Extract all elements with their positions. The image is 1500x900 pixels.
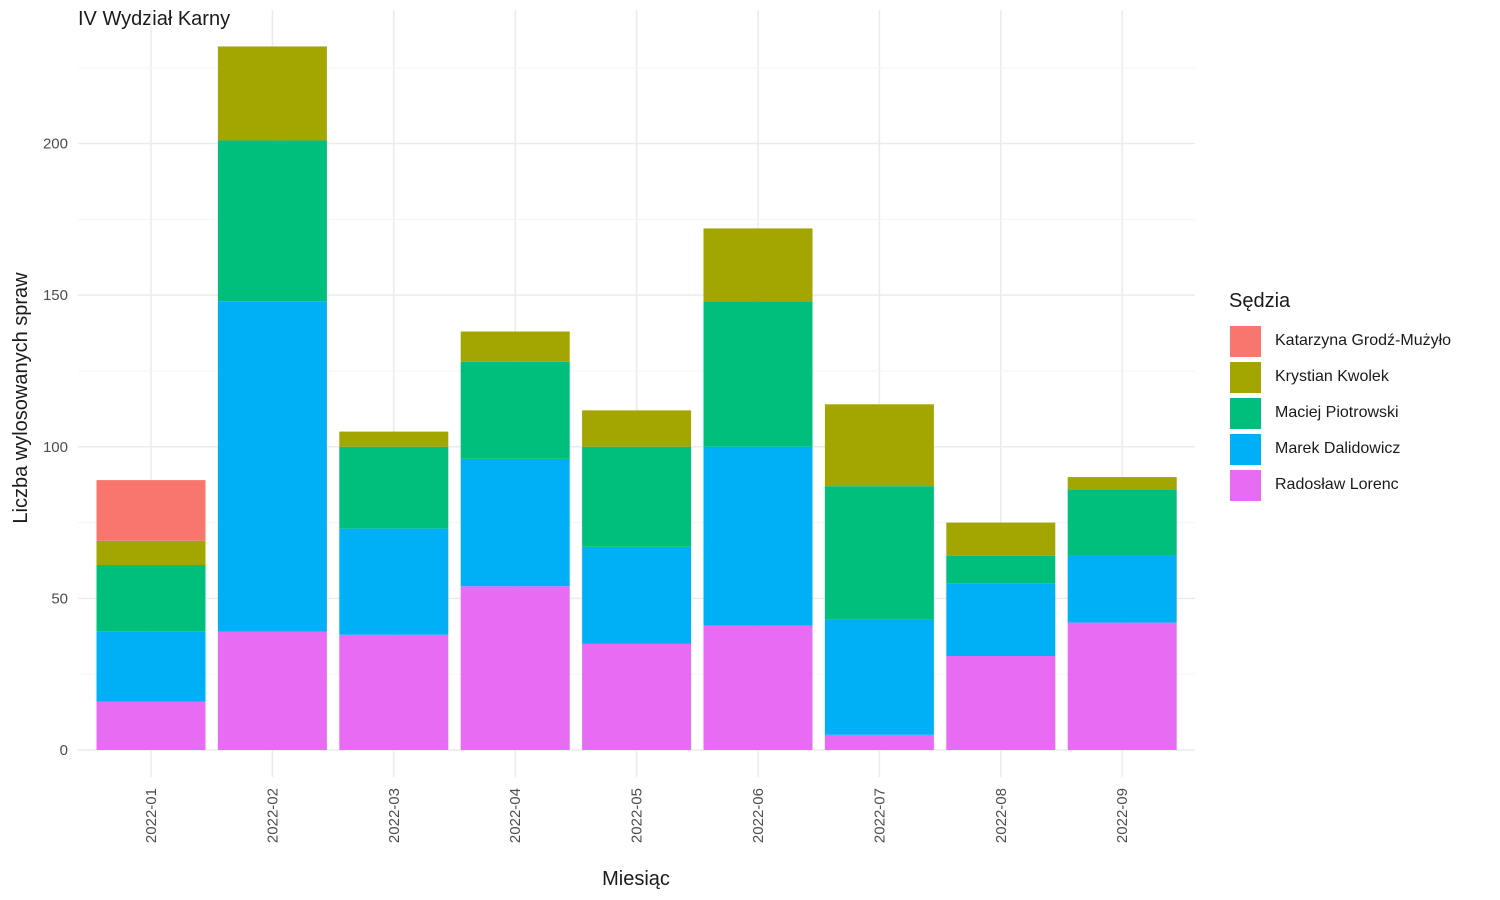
bar-segment	[217, 140, 327, 302]
bar-segment	[339, 634, 449, 750]
legend-item: Katarzyna Grodź-Mużyło	[1229, 323, 1451, 359]
x-tick-label: 2022-03	[386, 788, 403, 843]
x-tick-label: 2022-02	[264, 788, 281, 843]
bar-segment	[703, 228, 813, 302]
bar-segment	[1067, 555, 1177, 623]
y-tick-label: 100	[43, 439, 68, 456]
chart-title: IV Wydział Karny	[78, 8, 231, 30]
bar-segment	[946, 655, 1056, 750]
x-tick-label: 2022-06	[750, 788, 767, 843]
legend-item: Radosław Lorenc	[1229, 467, 1451, 503]
bar-segment	[703, 625, 813, 750]
legend-item: Maciej Piotrowski	[1229, 395, 1451, 431]
legend-swatch	[1229, 360, 1262, 394]
bar-segment	[946, 522, 1056, 556]
bar-segment	[824, 486, 934, 620]
bar-segment	[946, 555, 1056, 584]
y-axis-ticks: 0 50 100 150 200	[43, 136, 68, 760]
legend-item: Marek Dalidowicz	[1229, 431, 1451, 467]
bar-segment	[217, 301, 327, 632]
bar-segment	[1067, 477, 1177, 490]
y-tick-label: 150	[43, 287, 68, 304]
bar-segment	[96, 540, 206, 566]
bar-segment	[703, 301, 813, 447]
x-axis-ticks: 2022-01 2022-02 2022-03 2022-04 2022-05 2022-…	[143, 788, 1131, 843]
bar-segment	[946, 583, 1056, 656]
bar-segment	[339, 528, 449, 635]
bar-segment	[460, 331, 570, 362]
legend-swatch	[1229, 324, 1262, 358]
bar-segment	[339, 446, 449, 529]
legend-items: Katarzyna Grodź-Mużyło Krystian Kwolek Mac…	[1229, 323, 1451, 503]
bar-segment	[96, 480, 206, 541]
legend-swatch	[1229, 468, 1262, 502]
bar-segment	[824, 619, 934, 735]
bar-segment	[96, 631, 206, 702]
bar-segment	[824, 734, 934, 750]
y-axis-title: Liczba wylosowanych spraw	[10, 272, 32, 524]
legend-title: Sędzia	[1229, 290, 1291, 312]
legend-swatch	[1229, 432, 1262, 466]
legend-label: Maciej Piotrowski	[1275, 404, 1399, 421]
legend: Sędzia Katarzyna Grodź-Mużyło Krystian Kw…	[1229, 290, 1451, 503]
x-tick-label: 2022-04	[507, 788, 524, 843]
legend-item: Krystian Kwolek	[1229, 359, 1451, 395]
bar-segment	[703, 446, 813, 626]
bar-segment	[1067, 489, 1177, 556]
bars	[96, 46, 1177, 750]
bar-segment	[824, 404, 934, 487]
bar-segment	[217, 631, 327, 750]
bar-segment	[460, 586, 570, 750]
y-tick-label: 50	[51, 590, 68, 607]
bar-segment	[460, 361, 570, 459]
bar-segment	[217, 46, 327, 141]
x-axis-title: Miesiąc	[602, 868, 670, 890]
legend-label: Marek Dalidowicz	[1275, 440, 1401, 457]
x-tick-label: 2022-05	[629, 788, 646, 843]
legend-label: Katarzyna Grodź-Mużyło	[1275, 332, 1452, 349]
y-tick-label: 200	[43, 136, 68, 153]
bar-segment	[96, 565, 206, 632]
bar-segment	[582, 643, 692, 750]
x-tick-label: 2022-09	[1114, 788, 1131, 843]
y-tick-label: 0	[60, 742, 68, 759]
bar-segment	[582, 410, 692, 447]
x-tick-label: 2022-08	[993, 788, 1010, 843]
bar-segment	[96, 701, 206, 750]
x-tick-label: 2022-01	[143, 788, 160, 843]
bar-segment	[582, 446, 692, 547]
bar-segment	[339, 431, 449, 447]
bar-segment	[460, 458, 570, 587]
bar-segment	[1067, 622, 1177, 750]
legend-label: Krystian Kwolek	[1275, 368, 1389, 385]
legend-label: Radosław Lorenc	[1275, 476, 1399, 493]
legend-swatch	[1229, 396, 1262, 430]
bar-segment	[582, 546, 692, 644]
x-tick-label: 2022-07	[871, 788, 888, 843]
